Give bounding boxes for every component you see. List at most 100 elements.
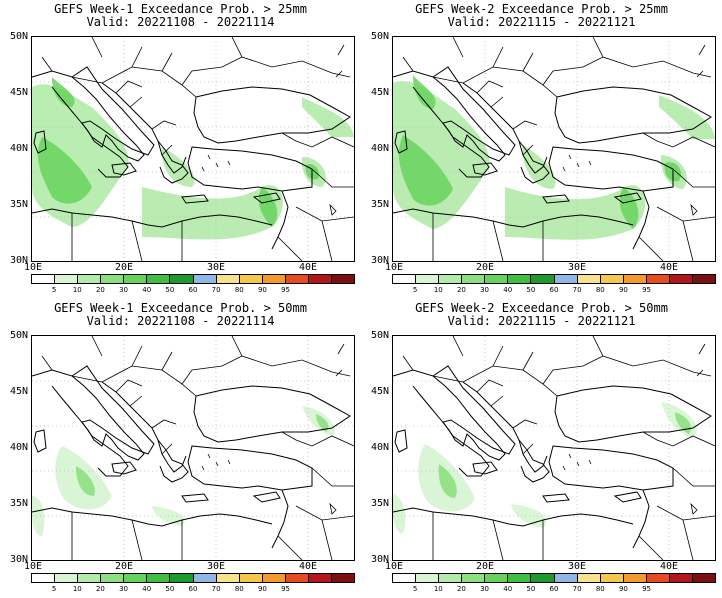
colorbar-label: 60 bbox=[188, 585, 198, 593]
colorbar-label: 90 bbox=[618, 286, 628, 294]
colorbar-label: 80 bbox=[595, 585, 605, 593]
map-area bbox=[31, 335, 355, 561]
colorbar-swatch bbox=[124, 275, 148, 283]
lon-label-20e: 20E bbox=[115, 561, 134, 572]
colorbar-swatch bbox=[485, 574, 509, 582]
colorbar-swatch bbox=[600, 574, 624, 582]
precip-map bbox=[32, 37, 354, 261]
lat-label-30n: 30N bbox=[9, 554, 28, 565]
panel-week2-50mm: GEFS Week-2 Exceedance Prob. > 50mm Vali… bbox=[361, 299, 722, 598]
colorbar-swatch bbox=[147, 574, 171, 582]
colorbar-swatch bbox=[285, 275, 309, 283]
lat-label-30n: 30N bbox=[370, 554, 389, 565]
colorbar-swatch bbox=[577, 275, 601, 283]
precip-map bbox=[32, 336, 354, 560]
map-area bbox=[392, 335, 716, 561]
colorbar-swatch bbox=[554, 275, 578, 283]
panel-week1-50mm: GEFS Week-1 Exceedance Prob. > 50mm Vali… bbox=[0, 299, 361, 598]
colorbar-label: 90 bbox=[618, 585, 628, 593]
colorbar-label: 40 bbox=[142, 286, 152, 294]
lat-label-45n: 45N bbox=[9, 87, 28, 98]
colorbar-swatch bbox=[332, 574, 355, 582]
colorbar-swatch bbox=[101, 275, 125, 283]
lat-label-40n: 40N bbox=[9, 442, 28, 453]
lat-label-45n: 45N bbox=[9, 386, 28, 397]
colorbar-swatch bbox=[32, 275, 56, 283]
colorbar-label: 95 bbox=[642, 585, 652, 593]
colorbar-swatch bbox=[170, 275, 194, 283]
colorbar-swatch bbox=[416, 574, 440, 582]
panel-title: GEFS Week-2 Exceedance Prob. > 50mm bbox=[415, 301, 668, 315]
colorbar-swatch bbox=[78, 574, 102, 582]
lat-label-35n: 35N bbox=[9, 498, 28, 509]
colorbar-swatch bbox=[646, 275, 670, 283]
colorbar-label: 90 bbox=[257, 286, 267, 294]
lon-label-20e: 20E bbox=[476, 262, 495, 273]
colorbar-label: 95 bbox=[281, 286, 291, 294]
panel-title: GEFS Week-1 Exceedance Prob. > 50mm bbox=[54, 301, 307, 315]
colorbar-swatch bbox=[101, 574, 125, 582]
colorbar-swatch bbox=[308, 275, 333, 283]
colorbar-swatch bbox=[193, 275, 217, 283]
precip-map bbox=[393, 37, 715, 261]
colorbar-swatch bbox=[577, 574, 601, 582]
colorbar-swatch bbox=[554, 574, 578, 582]
colorbar-label: 5 bbox=[51, 585, 57, 593]
panel-title: GEFS Week-1 Exceedance Prob. > 25mm bbox=[54, 2, 307, 16]
colorbar-swatch bbox=[508, 574, 532, 582]
colorbar-label: 60 bbox=[549, 585, 559, 593]
colorbar-label: 30 bbox=[119, 585, 129, 593]
colorbar-swatch bbox=[285, 574, 309, 582]
lat-label-50n: 50N bbox=[370, 31, 389, 42]
colorbar-swatch bbox=[462, 275, 486, 283]
colorbar bbox=[31, 573, 355, 583]
colorbar-label: 95 bbox=[642, 286, 652, 294]
colorbar-swatch bbox=[462, 574, 486, 582]
colorbar-swatch bbox=[623, 574, 647, 582]
lon-label-30e: 30E bbox=[207, 262, 226, 273]
colorbar-swatch bbox=[600, 275, 624, 283]
colorbar-swatch bbox=[216, 574, 240, 582]
colorbar-swatch bbox=[55, 275, 79, 283]
colorbar-label: 30 bbox=[480, 585, 490, 593]
colorbar-label: 70 bbox=[572, 286, 582, 294]
lon-label-30e: 30E bbox=[568, 561, 587, 572]
colorbar-label: 50 bbox=[526, 585, 536, 593]
colorbar-label: 30 bbox=[480, 286, 490, 294]
lon-label-10e: 10E bbox=[385, 262, 404, 273]
lat-label-45n: 45N bbox=[370, 386, 389, 397]
colorbar-label: 5 bbox=[51, 286, 57, 294]
panel-title: GEFS Week-2 Exceedance Prob. > 25mm bbox=[415, 2, 668, 16]
colorbar-label: 40 bbox=[142, 585, 152, 593]
colorbar-swatch bbox=[393, 275, 417, 283]
panel-valid-dates: Valid: 20221108 - 20221114 bbox=[86, 314, 275, 328]
lat-label-50n: 50N bbox=[370, 330, 389, 341]
map-area bbox=[392, 36, 716, 262]
lon-label-20e: 20E bbox=[476, 561, 495, 572]
colorbar-swatch bbox=[439, 574, 463, 582]
colorbar-swatch bbox=[32, 574, 56, 582]
colorbar-swatch bbox=[262, 574, 286, 582]
lon-label-40e: 40E bbox=[660, 561, 679, 572]
panel-valid-dates: Valid: 20221115 - 20221121 bbox=[447, 314, 636, 328]
lat-label-40n: 40N bbox=[370, 143, 389, 154]
colorbar-swatch bbox=[693, 574, 716, 582]
colorbar-label: 5 bbox=[412, 585, 418, 593]
colorbar-swatch bbox=[170, 574, 194, 582]
colorbar-label: 80 bbox=[234, 585, 244, 593]
colorbar-label: 5 bbox=[412, 286, 418, 294]
colorbar-swatch bbox=[531, 275, 555, 283]
colorbar-label: 95 bbox=[281, 585, 291, 593]
lon-label-20e: 20E bbox=[115, 262, 134, 273]
colorbar-label: 20 bbox=[456, 286, 466, 294]
colorbar-label: 70 bbox=[211, 286, 221, 294]
lon-label-40e: 40E bbox=[299, 262, 318, 273]
lat-label-30n: 30N bbox=[370, 255, 389, 266]
colorbar-label: 70 bbox=[572, 585, 582, 593]
colorbar-swatch bbox=[508, 275, 532, 283]
colorbar-swatch bbox=[78, 275, 102, 283]
colorbar-swatch bbox=[531, 574, 555, 582]
panel-week1-25mm: GEFS Week-1 Exceedance Prob. > 25mm Vali… bbox=[0, 0, 361, 299]
panel-valid-dates: Valid: 20221115 - 20221121 bbox=[447, 15, 636, 29]
colorbar-label: 10 bbox=[433, 585, 443, 593]
